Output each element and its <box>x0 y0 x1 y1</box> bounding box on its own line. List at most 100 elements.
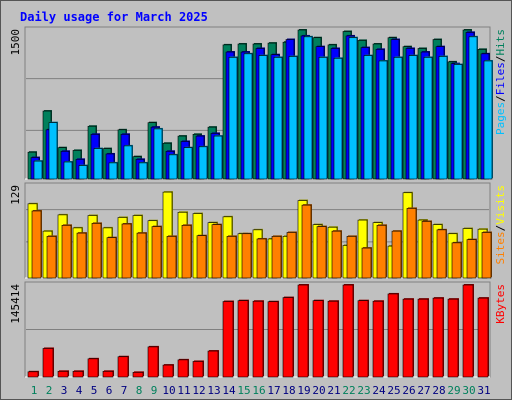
bar-kbytes-day-1 <box>27 370 39 378</box>
bar-pages-day-9 <box>153 127 163 180</box>
bar-pages-day-29 <box>453 63 463 180</box>
x-tick-label-day-4: 4 <box>76 384 83 397</box>
bar-pages-day-17 <box>273 56 283 180</box>
bar-sites-day-20 <box>316 225 327 279</box>
bar-kbytes-day-27 <box>417 298 429 378</box>
x-tick-label-day-1: 1 <box>31 384 38 397</box>
bar-pages-day-28 <box>438 55 448 180</box>
bar-kbytes-day-6 <box>102 370 114 378</box>
bar-sites-day-6 <box>106 236 117 279</box>
panel-bottom-axis-label-part: KBytes <box>494 284 507 324</box>
panel-top-axis-label: Pages/Files/Hits <box>494 29 507 135</box>
x-tick-label-day-14: 14 <box>222 384 236 397</box>
bar-kbytes-day-5 <box>87 357 99 378</box>
x-tick-label-day-6: 6 <box>106 384 113 397</box>
bar-sites-day-25 <box>391 230 402 279</box>
panel-top-axis-label-part: Pages <box>494 102 507 135</box>
bar-pages-day-7 <box>123 144 133 180</box>
bar-sites-day-7 <box>121 222 132 279</box>
bar-sites-day-16 <box>256 237 267 279</box>
bar-sites-day-13 <box>211 223 222 279</box>
bar-sites-day-26 <box>406 207 417 279</box>
bar-pages-day-31 <box>483 59 493 180</box>
bar-sites-day-9 <box>151 225 162 279</box>
bar-pages-day-27 <box>423 56 433 180</box>
bar-sites-day-1 <box>31 209 42 279</box>
bar-pages-day-19 <box>303 35 313 180</box>
panel-top-axis-label-part: Files <box>494 62 507 95</box>
x-tick-label-day-18: 18 <box>282 384 295 397</box>
bar-sites-day-14 <box>226 235 237 279</box>
bar-sites-day-23 <box>361 247 372 279</box>
bar-pages-day-10 <box>168 153 178 180</box>
bar-pages-day-14 <box>228 56 238 180</box>
bar-pages-day-22 <box>348 36 358 180</box>
x-tick-label-day-2: 2 <box>46 384 53 397</box>
panel-top-axis-label-part: / <box>494 56 507 63</box>
bar-kbytes-day-13 <box>207 350 219 378</box>
bar-kbytes-day-7 <box>117 355 129 378</box>
panel-top-y-tick-label: 1500 <box>9 29 22 56</box>
bar-kbytes-day-31 <box>477 297 489 378</box>
x-tick-label-day-7: 7 <box>121 384 128 397</box>
panel-middle-axis-label-part: Visits <box>494 185 507 225</box>
bar-sites-day-30 <box>466 238 477 279</box>
x-tick-label-day-30: 30 <box>462 384 475 397</box>
chart-title: Daily usage for March 2025 <box>20 10 208 24</box>
bar-kbytes-day-11 <box>177 358 189 378</box>
bar-kbytes-day-17 <box>267 300 279 378</box>
bar-kbytes-day-26 <box>402 298 414 378</box>
bar-pages-day-8 <box>138 161 148 180</box>
bar-sites-day-15 <box>241 232 252 279</box>
bar-pages-day-18 <box>288 55 298 180</box>
bar-pages-day-20 <box>318 56 328 180</box>
x-tick-label-day-21: 21 <box>327 384 340 397</box>
panel-bottom-y-tick-label: 145414 <box>9 284 22 324</box>
panel-middle-axis-label-part: Sites <box>494 231 507 264</box>
bar-kbytes-day-10 <box>162 364 174 378</box>
bar-pages-day-15 <box>243 52 253 180</box>
bar-sites-day-2 <box>46 235 57 279</box>
bar-sites-day-19 <box>301 204 312 279</box>
bar-sites-day-29 <box>451 241 462 279</box>
bar-pages-day-1 <box>33 160 43 180</box>
bar-kbytes-day-4 <box>72 370 84 378</box>
bar-sites-day-28 <box>436 228 447 279</box>
x-tick-label-day-17: 17 <box>267 384 280 397</box>
x-tick-label-day-23: 23 <box>357 384 370 397</box>
x-tick-label-day-28: 28 <box>432 384 445 397</box>
bar-sites-day-17 <box>271 235 282 279</box>
bar-pages-day-26 <box>408 54 418 180</box>
bar-sites-day-27 <box>421 220 432 279</box>
panel-top-axis-label-part: / <box>494 95 507 102</box>
bar-pages-day-4 <box>78 164 88 180</box>
x-tick-label-day-27: 27 <box>417 384 430 397</box>
bar-sites-day-3 <box>61 224 72 279</box>
bar-sites-day-18 <box>286 231 297 279</box>
bar-pages-day-6 <box>108 161 118 180</box>
x-tick-label-day-10: 10 <box>162 384 175 397</box>
bar-kbytes-day-28 <box>432 297 444 378</box>
bar-sites-day-24 <box>376 224 387 279</box>
x-tick-label-day-25: 25 <box>387 384 400 397</box>
bar-kbytes-day-12 <box>192 360 204 378</box>
bar-kbytes-day-15 <box>237 299 249 378</box>
bar-sites-day-31 <box>481 231 492 279</box>
bar-pages-day-5 <box>93 147 103 180</box>
bar-kbytes-day-8 <box>132 371 144 378</box>
x-tick-label-day-11: 11 <box>177 384 190 397</box>
x-tick-label-day-16: 16 <box>252 384 265 397</box>
bar-kbytes-day-16 <box>252 300 264 378</box>
bar-sites-day-10 <box>166 235 177 279</box>
x-tick-label-day-12: 12 <box>192 384 205 397</box>
panel-middle-axis-label-part: / <box>494 225 507 232</box>
x-tick-label-day-8: 8 <box>136 384 143 397</box>
x-tick-label-day-3: 3 <box>61 384 68 397</box>
bar-pages-day-3 <box>63 161 73 180</box>
x-tick-label-day-15: 15 <box>237 384 250 397</box>
bar-kbytes-day-23 <box>357 299 369 378</box>
bar-pages-day-11 <box>183 146 193 180</box>
x-tick-label-day-24: 24 <box>372 384 386 397</box>
